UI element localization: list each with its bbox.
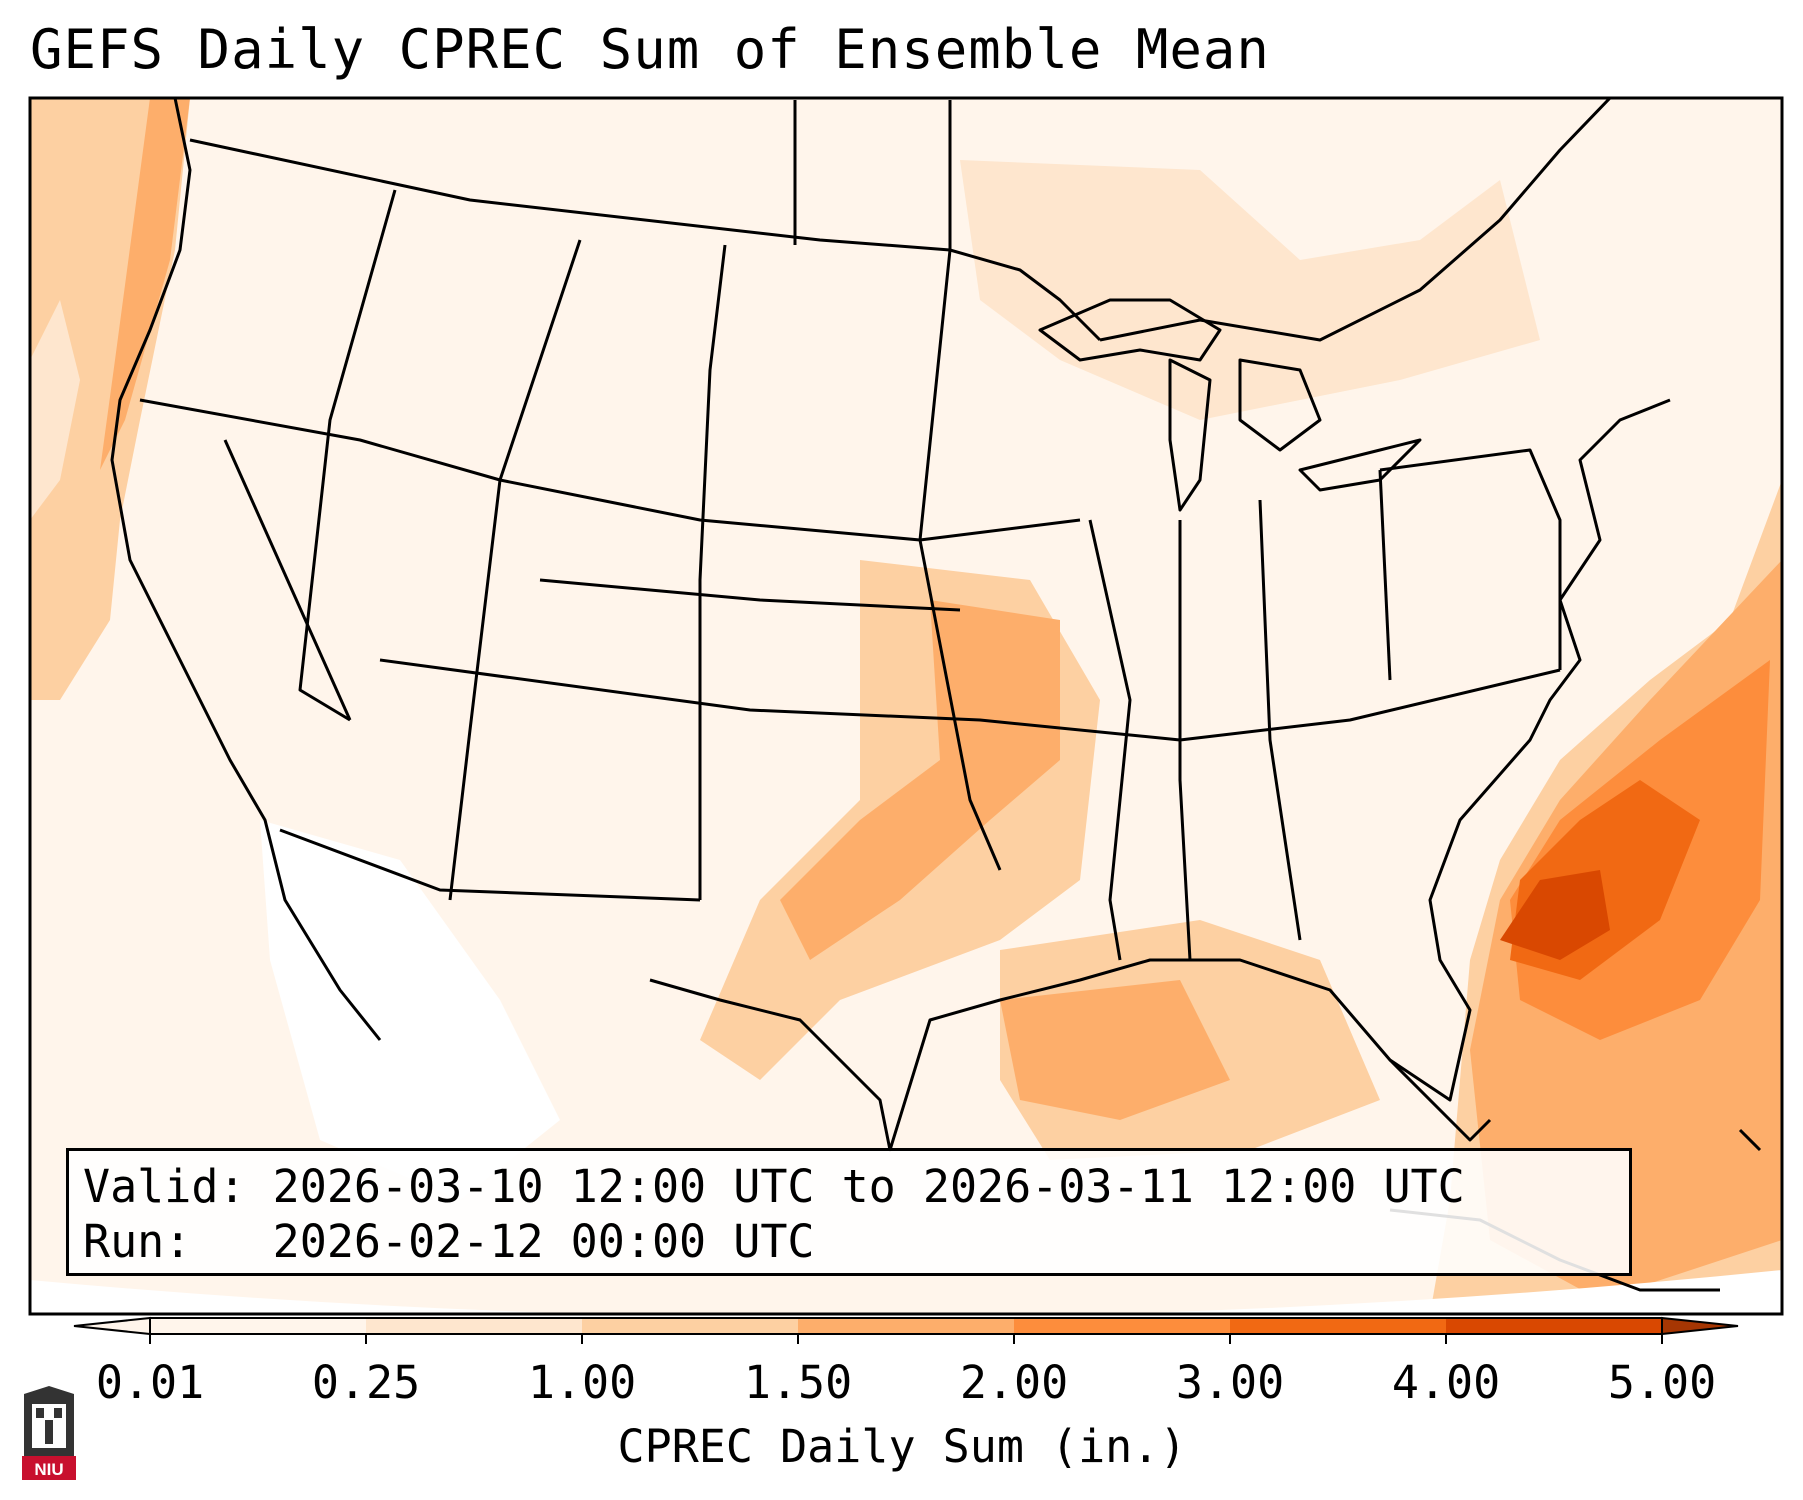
run-label: Run: xyxy=(83,1215,192,1268)
colorbar-tick-label: 5.00 xyxy=(1607,1356,1717,1409)
colorbar-outline xyxy=(149,1317,1663,1335)
colorbar-extend-low xyxy=(73,1316,151,1336)
colorbar-segment xyxy=(1230,1318,1446,1334)
colorbar-segment xyxy=(366,1318,582,1334)
colorbar-tick-label: 3.00 xyxy=(1175,1356,1285,1409)
colorbar-segment xyxy=(1446,1318,1662,1334)
valid-value: 2026-03-10 12:00 UTC to 2026-03-11 12:00… xyxy=(272,1160,1465,1213)
colorbar xyxy=(73,1316,1739,1344)
run-value: 2026-02-12 00:00 UTC xyxy=(272,1215,815,1268)
colorbar-tick-label: 0.25 xyxy=(311,1356,421,1409)
colorbar-tick-label: 1.50 xyxy=(743,1356,853,1409)
logo-text: NIU xyxy=(34,1460,63,1479)
colorbar-extend-high xyxy=(1661,1316,1739,1336)
colorbar-segment xyxy=(150,1318,366,1334)
state-boundaries xyxy=(110,98,1762,1292)
valid-run-info-box: Valid: 2026-03-10 12:00 UTC to 2026-03-1… xyxy=(66,1148,1632,1276)
valid-label: Valid: xyxy=(83,1160,246,1213)
colorbar-segment xyxy=(798,1318,1014,1334)
colorbar-label: CPREC Daily Sum (in.) xyxy=(617,1420,1187,1473)
colorbar-segment xyxy=(582,1318,798,1334)
map-title: GEFS Daily CPREC Sum of Ensemble Mean xyxy=(30,18,1270,81)
niu-logo-icon: NIU xyxy=(22,1386,76,1480)
colorbar-tick-label: 1.00 xyxy=(527,1356,637,1409)
colorbar-tick-label: 2.00 xyxy=(959,1356,1069,1409)
colorbar-tick-label: 0.01 xyxy=(95,1356,205,1409)
precip-field xyxy=(30,98,1782,1314)
colorbar-segment xyxy=(1014,1318,1230,1334)
map-frame xyxy=(28,96,1784,1316)
colorbar-tick-label: 4.00 xyxy=(1391,1356,1501,1409)
